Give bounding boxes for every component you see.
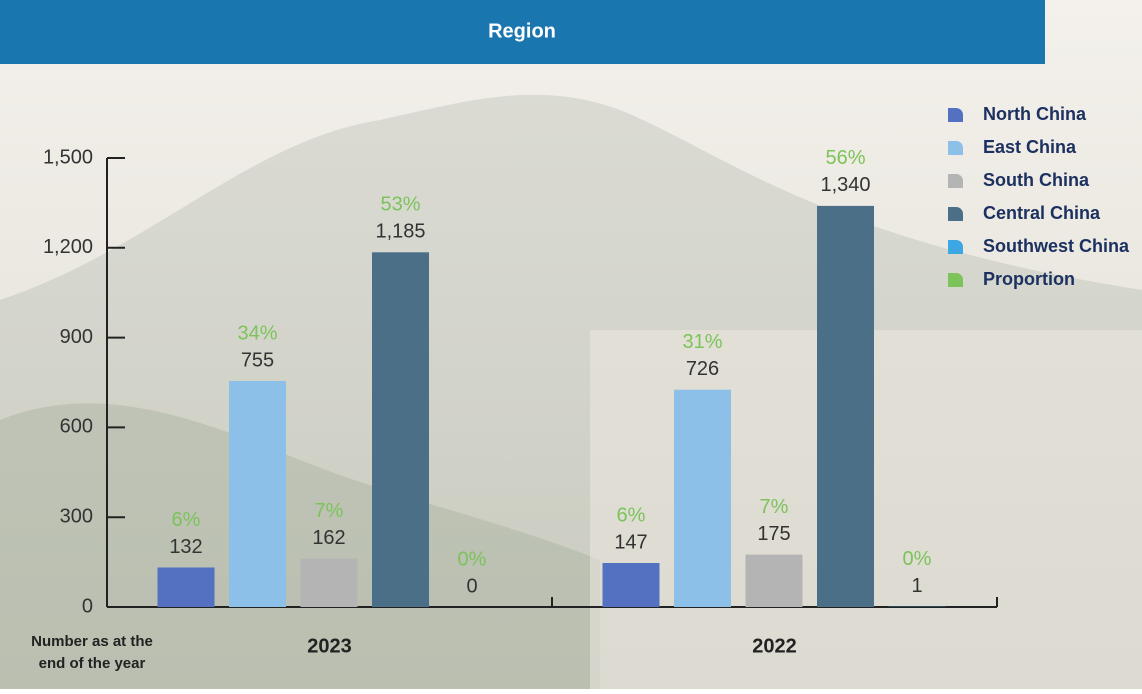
bar [603,563,660,607]
legend-label: South China [983,170,1090,190]
value-label: 175 [757,523,790,545]
y-tick-label: 1,500 [43,146,93,168]
value-label: 1,340 [820,174,870,196]
y-tick-label: 300 [60,505,93,527]
value-label: 162 [312,527,345,549]
legend-label: Proportion [983,269,1075,289]
share-label: 0% [458,548,487,570]
legend-swatch [948,207,963,221]
share-label: 6% [617,504,646,526]
legend-swatch [948,108,963,122]
bar [229,381,286,607]
bar [301,559,358,607]
share-label: 31% [682,331,722,353]
legend-label: Southwest China [983,236,1130,256]
value-label: 755 [241,349,274,371]
legend-swatch [948,240,963,254]
y-tick-label: 0 [82,595,93,617]
bar [372,252,429,607]
y-tick-label: 900 [60,326,93,348]
share-label: 53% [380,194,420,216]
bar [674,390,731,607]
share-label: 7% [315,500,344,522]
value-label: 0 [466,575,477,597]
share-label: 7% [760,496,789,518]
value-label: 1,185 [375,221,425,243]
legend-swatch [948,174,963,188]
value-label: 132 [169,536,202,558]
legend-swatch [948,141,963,155]
y-tick-label: 600 [60,416,93,438]
share-label: 56% [825,147,865,169]
legend-swatch [948,273,963,287]
legend-label: East China [983,137,1077,157]
value-label: 1 [911,575,922,597]
share-label: 34% [237,322,277,344]
legend-label: Central China [983,203,1101,223]
share-label: 6% [172,509,201,531]
value-label: 726 [686,358,719,380]
header-title: Region [488,20,556,42]
x-tick-label: 2023 [307,635,352,657]
bar [158,567,215,607]
bar [746,555,803,607]
value-label: 147 [614,531,647,553]
y-tick-label: 1,200 [43,236,93,258]
share-label: 0% [903,548,932,570]
bar [817,206,874,607]
legend-label: North China [983,104,1087,124]
x-tick-label: 2022 [752,635,797,657]
